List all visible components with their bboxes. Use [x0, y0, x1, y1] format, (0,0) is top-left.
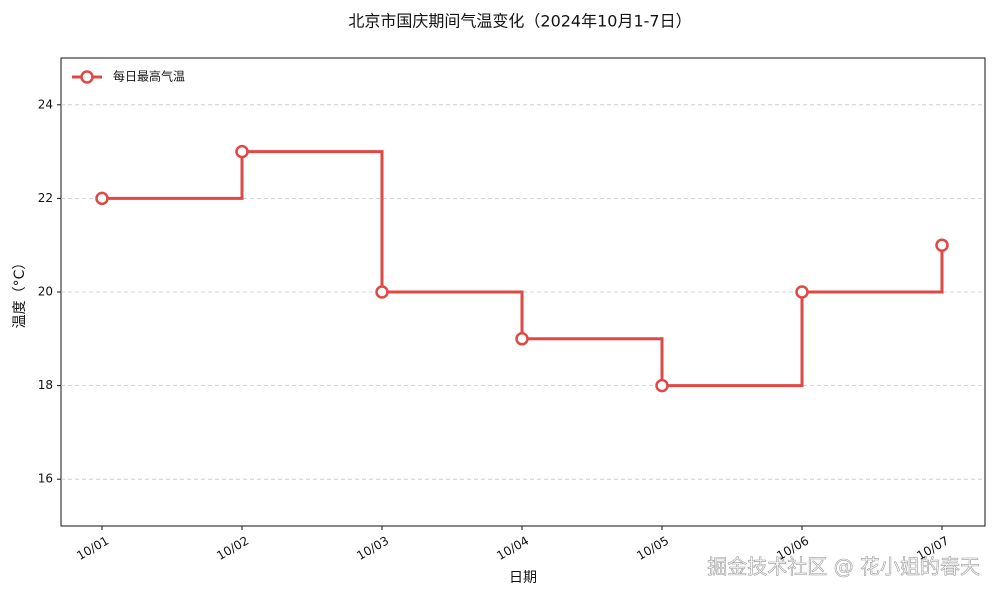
x-tick-label: 10/05 [634, 534, 671, 563]
point-marker [235, 144, 249, 159]
x-tick-label: 10/03 [354, 534, 391, 563]
legend-label: 每日最高气温 [113, 69, 185, 84]
y-tick-label: 24 [38, 97, 53, 111]
x-axis-label: 日期 [509, 570, 537, 586]
point-marker [795, 285, 809, 299]
x-tick-label: 10/01 [74, 534, 111, 563]
y-tick-label: 20 [38, 285, 53, 299]
x-tick-label: 10/02 [214, 534, 251, 563]
step-line [102, 150, 944, 388]
y-tick-label: 16 [38, 472, 53, 486]
point-marker [95, 191, 109, 206]
point-marker [655, 378, 669, 393]
point-marker [515, 332, 529, 346]
legend-marker [80, 70, 94, 84]
chart-title: 北京市国庆期间气温变化（2024年10月1-7日） [348, 12, 691, 31]
point-marker [375, 285, 389, 299]
y-axis-label: 温度（°C） [12, 256, 28, 329]
x-tick-label: 10/04 [494, 534, 531, 563]
point-marker [935, 238, 949, 252]
y-tick-label: 22 [38, 191, 53, 205]
watermark: 掘金技术社区 @ 花小姐的春天 [707, 555, 980, 579]
y-tick-label: 18 [38, 378, 53, 392]
